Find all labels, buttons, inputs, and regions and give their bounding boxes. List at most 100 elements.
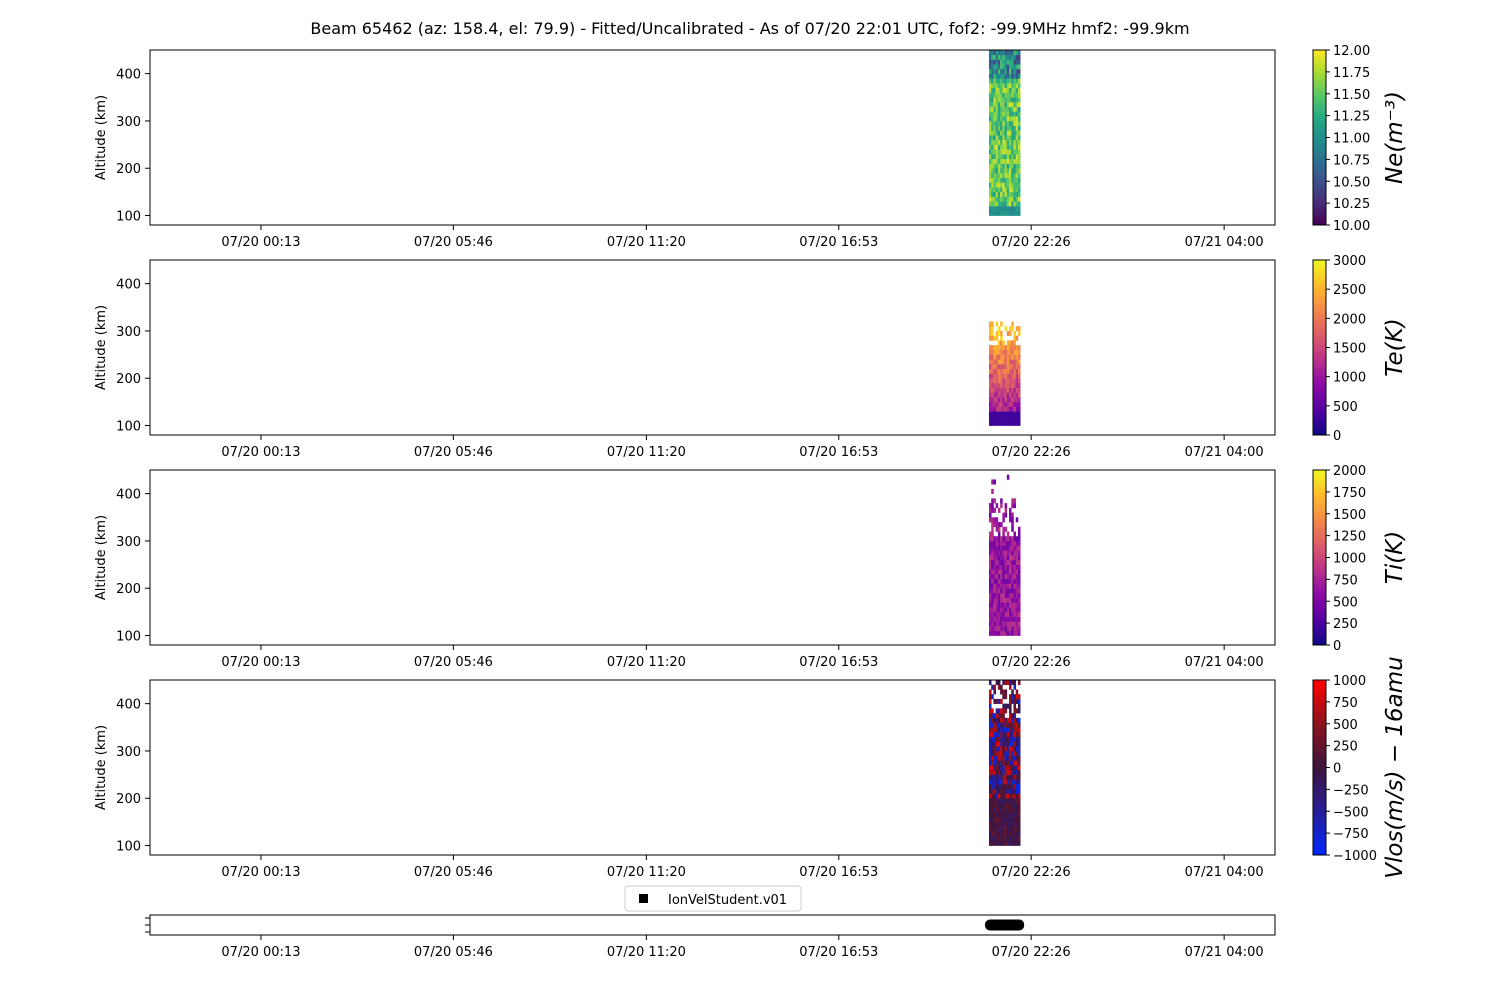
axes-frame bbox=[149, 914, 1276, 936]
heatmap-cell bbox=[1006, 788, 1010, 794]
heatmap-cell bbox=[1015, 602, 1019, 608]
heatmap-cell bbox=[1017, 411, 1021, 417]
heatmap-cell bbox=[1000, 588, 1003, 594]
heatmap-cell bbox=[1004, 78, 1008, 84]
heatmap-cell bbox=[991, 201, 994, 207]
heatmap-cell bbox=[1015, 779, 1019, 785]
colorbar-tick-label: 2000 bbox=[1333, 312, 1366, 327]
heatmap-cell bbox=[997, 821, 1001, 827]
colorbar-scale bbox=[1312, 49, 1327, 226]
heatmap-cell bbox=[988, 102, 992, 108]
heatmap-cell bbox=[1017, 102, 1021, 108]
colorbar-tick-label: 11.25 bbox=[1333, 110, 1370, 125]
heatmap-cell bbox=[1009, 540, 1012, 546]
heatmap-cell bbox=[1011, 755, 1014, 761]
colorbar-tick-label: 2000 bbox=[1333, 464, 1366, 479]
heatmap-cell bbox=[1002, 172, 1005, 178]
heatmap-cell bbox=[1017, 680, 1021, 686]
heatmap-cell bbox=[1000, 793, 1003, 799]
heatmap-cell bbox=[993, 507, 996, 513]
heatmap-cell bbox=[997, 139, 1001, 145]
heatmap-cell bbox=[1006, 760, 1010, 766]
heatmap-cell bbox=[1000, 708, 1003, 714]
heatmap-cell bbox=[988, 708, 992, 714]
heatmap-cell bbox=[1015, 769, 1019, 775]
heatmap-cell bbox=[988, 172, 992, 178]
heatmap-cell bbox=[1004, 779, 1008, 785]
heatmap-cell bbox=[995, 411, 999, 417]
heatmap-cell bbox=[993, 732, 996, 738]
heatmap-cell bbox=[1015, 821, 1019, 827]
heatmap-cell bbox=[1015, 840, 1019, 846]
heatmap-cell bbox=[1013, 597, 1017, 603]
heatmap-cell bbox=[993, 378, 996, 384]
heatmap-cell bbox=[993, 698, 996, 704]
heatmap-cell bbox=[1004, 559, 1008, 565]
heatmap-cell bbox=[993, 78, 996, 84]
heatmap-cell bbox=[1002, 349, 1005, 355]
heatmap-cell bbox=[1004, 154, 1008, 160]
heatmap-cell bbox=[995, 78, 999, 84]
heatmap-cell bbox=[993, 401, 996, 407]
heatmap-cell bbox=[993, 616, 996, 622]
heatmap-cell bbox=[988, 73, 992, 79]
y-axis-label: Altitude (km) bbox=[94, 95, 109, 180]
heatmap-cell bbox=[1000, 746, 1003, 752]
heatmap-cell bbox=[1004, 87, 1008, 93]
heatmap-cell bbox=[1000, 736, 1003, 742]
heatmap-cell bbox=[1015, 345, 1019, 351]
heatmap-cell bbox=[1017, 708, 1021, 714]
heatmap-cell bbox=[988, 755, 992, 761]
heatmap-cell bbox=[993, 717, 996, 723]
heatmap-cell bbox=[1017, 574, 1021, 580]
heatmap-cell bbox=[1004, 130, 1008, 136]
heatmap-cell bbox=[993, 120, 996, 126]
heatmap-cell bbox=[991, 588, 994, 594]
heatmap-cell bbox=[988, 182, 992, 188]
heatmap-cell bbox=[991, 154, 994, 160]
heatmap-cell bbox=[995, 779, 999, 785]
heatmap-cell bbox=[1009, 191, 1012, 197]
heatmap-cell bbox=[1000, 741, 1003, 747]
x-tick-label: 07/20 05:46 bbox=[414, 945, 493, 960]
colorbar-tick-label: 250 bbox=[1333, 740, 1358, 755]
heatmap-cell bbox=[1000, 330, 1003, 336]
heatmap-cell bbox=[1011, 411, 1014, 417]
heatmap-cell bbox=[1006, 97, 1010, 103]
heatmap-cell bbox=[993, 64, 996, 70]
heatmap-cell bbox=[991, 187, 994, 193]
heatmap-cell bbox=[988, 135, 992, 141]
heatmap-cell bbox=[1011, 158, 1014, 164]
heatmap-cell bbox=[1004, 50, 1008, 56]
heatmap-cell bbox=[988, 401, 992, 407]
heatmap-cell bbox=[1015, 125, 1019, 131]
heatmap-cell bbox=[1006, 611, 1010, 617]
heatmap-cell bbox=[1011, 750, 1014, 756]
heatmap-cell bbox=[995, 602, 999, 608]
heatmap-cell bbox=[1013, 201, 1017, 207]
heatmap-cell bbox=[1002, 411, 1005, 417]
heatmap-cell bbox=[1006, 364, 1010, 370]
heatmap-cell bbox=[988, 64, 992, 70]
heatmap-cell bbox=[1004, 550, 1008, 556]
heatmap-cell bbox=[1004, 694, 1008, 700]
heatmap-cell bbox=[1015, 750, 1019, 756]
heatmap-cell bbox=[993, 779, 996, 785]
heatmap-cell bbox=[1006, 564, 1010, 570]
heatmap-cell bbox=[993, 626, 996, 632]
heatmap-cell bbox=[1013, 73, 1017, 79]
heatmap-cell bbox=[993, 798, 996, 804]
heatmap-cell bbox=[1006, 750, 1010, 756]
y-tick-label: 200 bbox=[116, 582, 141, 597]
heatmap-cell bbox=[991, 732, 994, 738]
heatmap-cell bbox=[1013, 163, 1017, 169]
heatmap-cell bbox=[1000, 569, 1003, 575]
heatmap-cell bbox=[991, 526, 994, 532]
heatmap-cell bbox=[1004, 144, 1008, 150]
heatmap-cell bbox=[1006, 210, 1010, 216]
heatmap-cell bbox=[993, 741, 996, 747]
heatmap-cell bbox=[1006, 120, 1010, 126]
heatmap-cell bbox=[1009, 812, 1012, 818]
heatmap-cell bbox=[1004, 708, 1008, 714]
heatmap-cell bbox=[1009, 87, 1012, 93]
